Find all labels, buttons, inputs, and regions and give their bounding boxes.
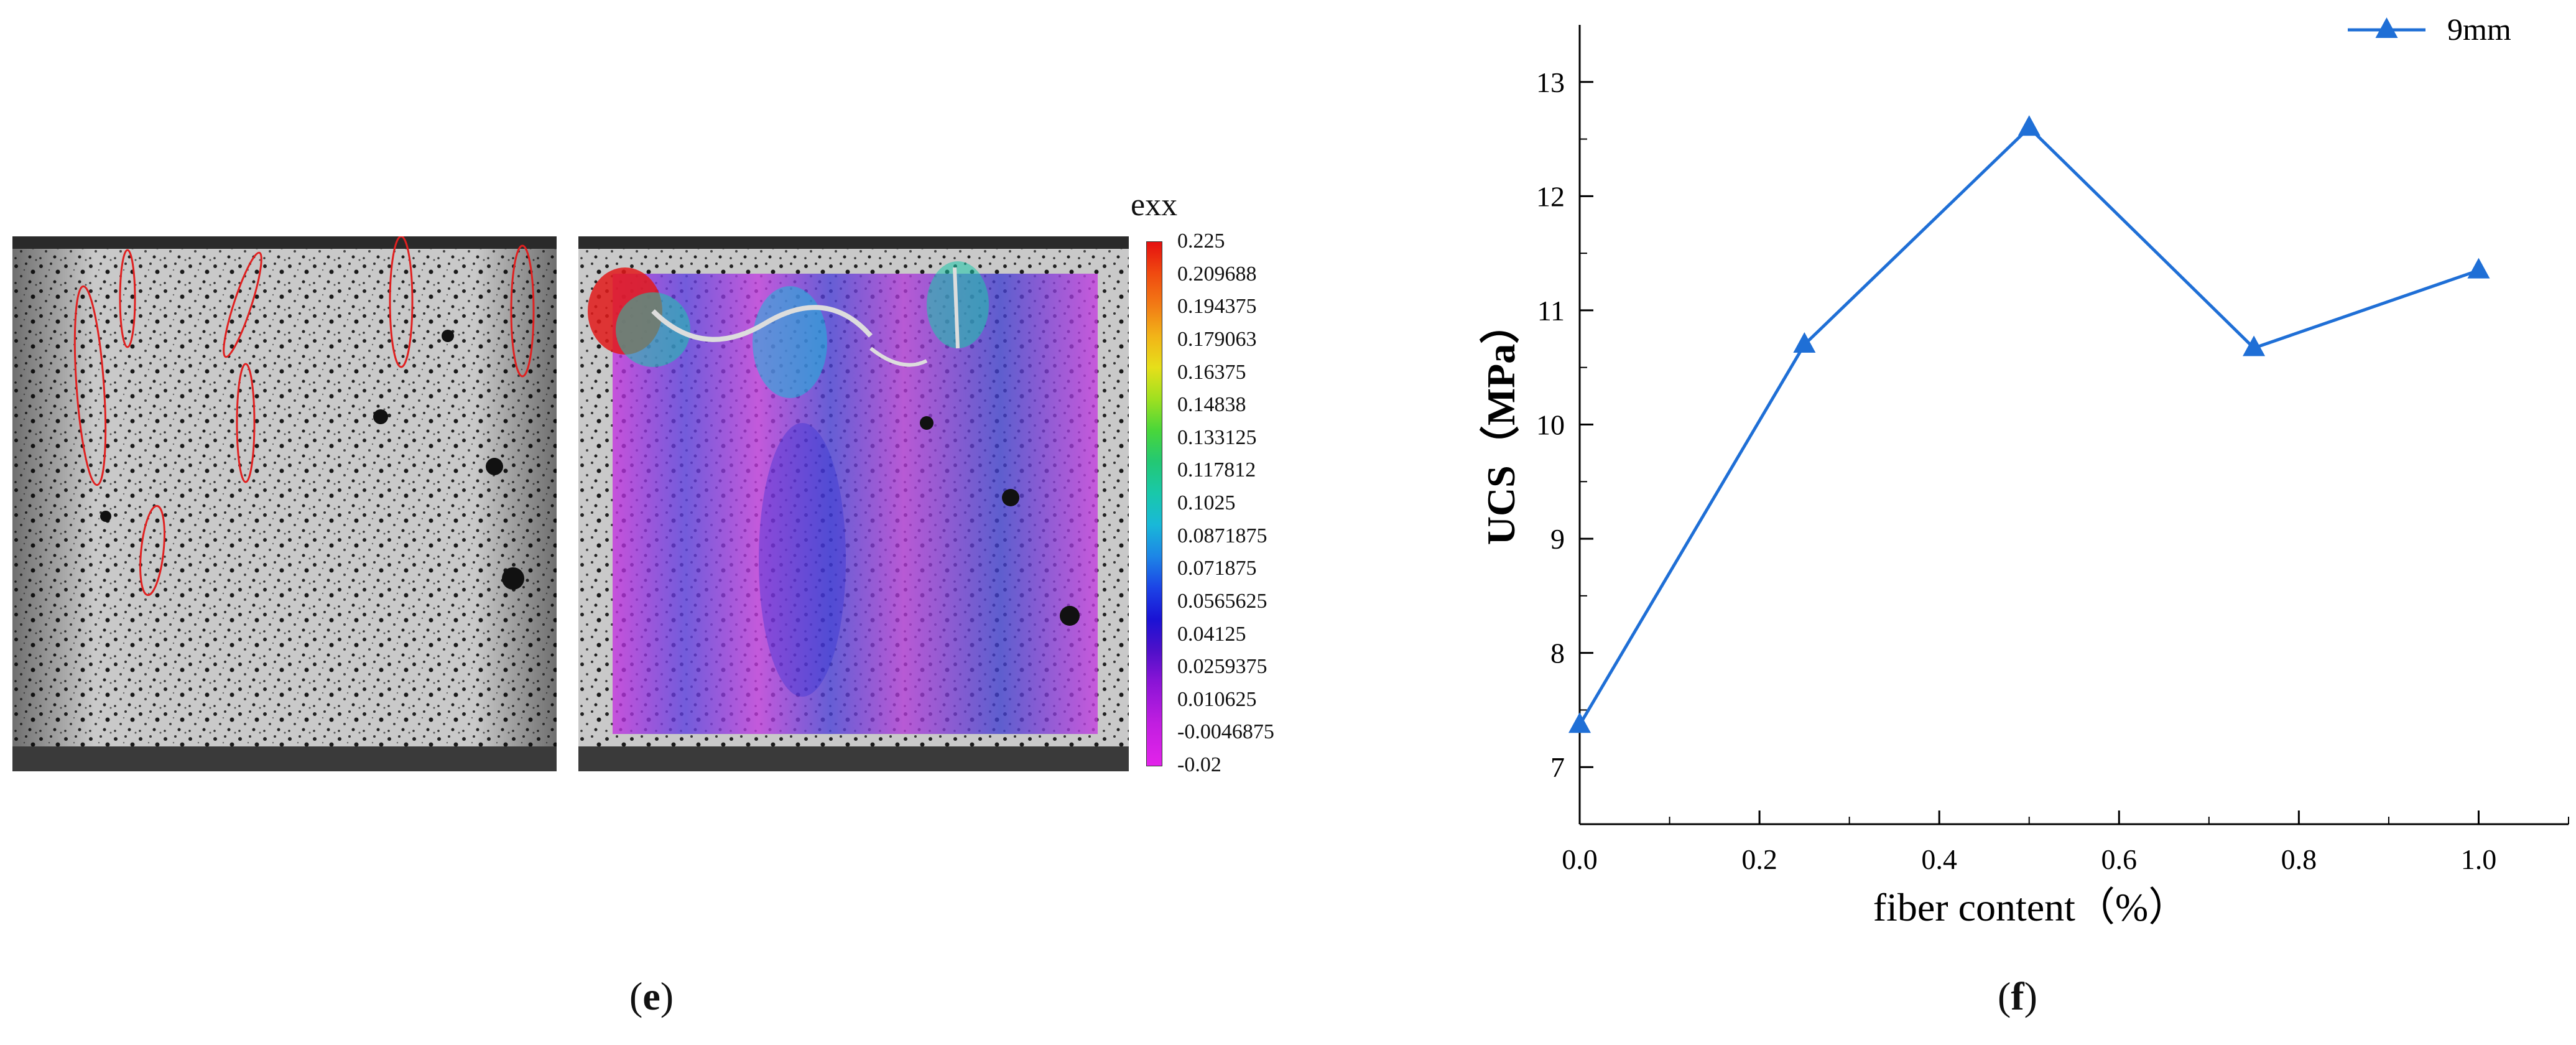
x-tick-label: 0.0 bbox=[1562, 843, 1598, 875]
data-point-marker bbox=[2467, 258, 2490, 279]
colorbar-label: 0.1025 bbox=[1177, 491, 1236, 514]
colorbar-label: 0.225 bbox=[1177, 230, 1225, 253]
colorbar-label: -0.02 bbox=[1177, 753, 1221, 776]
caption-e: (e) bbox=[629, 974, 674, 1018]
colorbar-label: 0.117812 bbox=[1177, 458, 1256, 482]
data-point-marker bbox=[1793, 332, 1816, 353]
y-tick-label: 12 bbox=[1536, 180, 1565, 212]
series-line bbox=[1578, 125, 2480, 726]
colorbar-title: exx bbox=[1131, 187, 1178, 223]
colorbar-label: 0.209688 bbox=[1177, 262, 1257, 286]
data-point-marker bbox=[2243, 335, 2266, 356]
x-tick-label: 0.8 bbox=[2281, 843, 2317, 875]
colorbar-label: 0.0259375 bbox=[1177, 655, 1267, 679]
specimen-photo-cracks bbox=[12, 236, 557, 771]
x-axis-label: fiber content（%） bbox=[1873, 885, 2189, 929]
colorbar-label: 0.194375 bbox=[1177, 295, 1257, 318]
y-axis-label: UCS（MPa） bbox=[1479, 304, 1523, 546]
colorbar bbox=[1146, 241, 1162, 766]
colorbar-label: 0.133125 bbox=[1177, 425, 1257, 449]
colorbar-label: 0.179063 bbox=[1177, 327, 1257, 351]
x-tick-label: 0.4 bbox=[1921, 843, 1957, 875]
caption-f-letter: f bbox=[2011, 974, 2024, 1018]
colorbar-label: 0.16375 bbox=[1177, 360, 1246, 384]
x-tick-label: 0.6 bbox=[2101, 843, 2138, 875]
specimen-photo-strain-field bbox=[578, 236, 1129, 771]
colorbar-label: 0.0565625 bbox=[1177, 589, 1267, 613]
data-point-marker bbox=[2018, 115, 2041, 136]
caption-f: (f) bbox=[1998, 974, 2037, 1018]
x-tick-label: 0.2 bbox=[1741, 843, 1777, 875]
y-tick-label: 7 bbox=[1550, 751, 1565, 783]
y-tick-label: 8 bbox=[1550, 638, 1565, 669]
colorbar-label: 0.010625 bbox=[1177, 687, 1257, 711]
colorbar-label: 0.14838 bbox=[1177, 393, 1246, 417]
colorbar-label: -0.0046875 bbox=[1177, 720, 1274, 744]
data-point-marker bbox=[1568, 712, 1591, 733]
y-tick-label: 10 bbox=[1536, 409, 1565, 441]
legend-label: 9mm bbox=[2447, 12, 2511, 47]
caption-e-letter: e bbox=[642, 974, 660, 1018]
colorbar-label: 0.071875 bbox=[1177, 557, 1257, 580]
y-tick-label: 13 bbox=[1536, 67, 1565, 98]
colorbar-label: 0.04125 bbox=[1177, 622, 1246, 646]
x-tick-label: 1.0 bbox=[2461, 843, 2497, 875]
y-tick-label: 9 bbox=[1550, 523, 1565, 555]
y-tick-label: 11 bbox=[1537, 295, 1565, 327]
colorbar-label: 0.0871875 bbox=[1177, 524, 1267, 547]
legend-marker bbox=[2375, 17, 2398, 38]
